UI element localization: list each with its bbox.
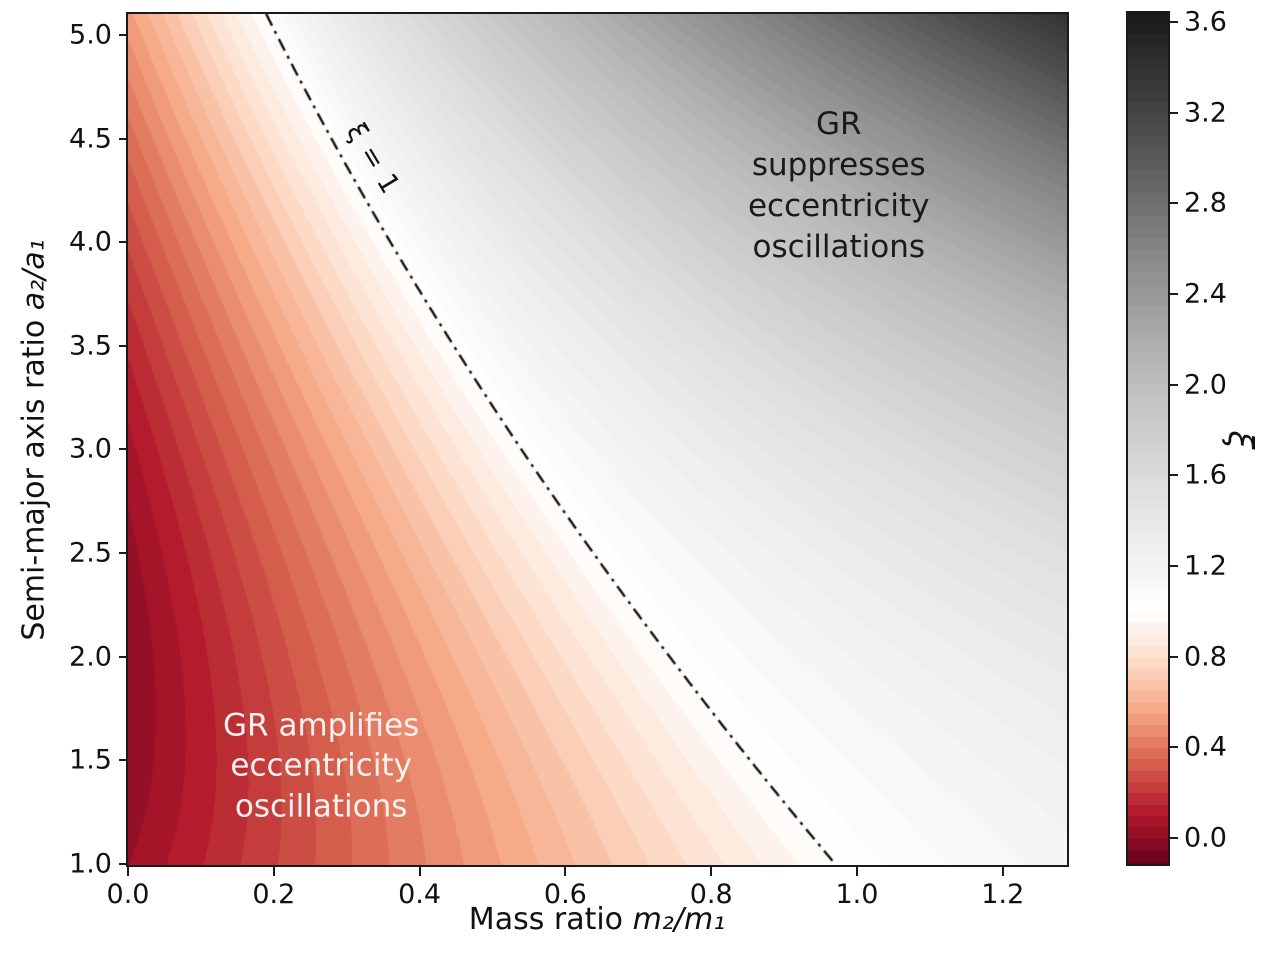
- annotation-gr-amplifies: GR amplifies eccentricity oscillations: [223, 707, 420, 826]
- colorbar-tick-label: 0.8: [1184, 641, 1227, 673]
- x-tick-label: 0.8: [689, 879, 733, 910]
- colorbar: [1126, 11, 1170, 866]
- colorbar-tick-mark: [1170, 837, 1178, 840]
- y-axis-label-text: Semi-major axis ratio: [16, 310, 52, 641]
- y-tick-mark: [119, 344, 128, 347]
- y-tick-label: 4.0: [69, 226, 112, 258]
- x-tick-mark: [272, 867, 275, 876]
- x-tick-label: 0.4: [398, 879, 442, 910]
- y-tick-mark: [119, 552, 128, 555]
- y-tick-mark: [119, 655, 128, 658]
- x-tick-label: 0.0: [106, 879, 150, 910]
- x-tick-label: 0.2: [252, 879, 296, 910]
- annotation-gr-suppresses: GR suppresses eccentricity oscillations: [747, 106, 930, 266]
- colorbar-tick-mark: [1170, 655, 1178, 658]
- colorbar-tick-label: 2.0: [1184, 369, 1227, 401]
- y-tick-label: 3.5: [69, 330, 112, 362]
- x-tick-label: 1.0: [835, 879, 879, 910]
- x-axis-label: Mass ratio m₂/m₁: [469, 902, 725, 937]
- colorbar-tick-label: 0.0: [1184, 822, 1227, 854]
- x-tick-mark: [855, 867, 858, 876]
- x-tick-mark: [710, 867, 713, 876]
- colorbar-tick-label: 1.2: [1184, 550, 1227, 582]
- colorbar-tick-label: 3.2: [1184, 97, 1227, 129]
- y-tick-label: 4.5: [69, 123, 112, 155]
- y-tick-label: 3.0: [69, 433, 112, 465]
- colorbar-tick-mark: [1170, 474, 1178, 477]
- y-tick-label: 1.5: [69, 744, 112, 776]
- y-tick-mark: [119, 241, 128, 244]
- x-tick-mark: [418, 867, 421, 876]
- colorbar-tick-label: 2.4: [1184, 278, 1227, 310]
- colorbar-tick-mark: [1170, 111, 1178, 114]
- colorbar-tick-label: 1.6: [1184, 459, 1227, 491]
- y-tick-label: 5.0: [69, 19, 112, 51]
- colorbar-gradient-canvas: [1128, 13, 1168, 864]
- colorbar-label-xi: ξ: [1220, 430, 1260, 450]
- y-axis-label: Semi-major axis ratio a₂/a₁: [17, 239, 52, 640]
- colorbar-tick-mark: [1170, 293, 1178, 296]
- colorbar-tick-mark: [1170, 383, 1178, 386]
- y-tick-mark: [119, 863, 128, 865]
- y-tick-label: 2.5: [69, 537, 112, 569]
- y-tick-label: 2.0: [69, 641, 112, 673]
- y-axis-label-math: a₂/a₁: [16, 239, 52, 311]
- colorbar-tick-mark: [1170, 746, 1178, 749]
- plot-area: GR suppresses eccentricity oscillations …: [126, 12, 1069, 867]
- x-tick-mark: [564, 867, 567, 876]
- y-tick-mark: [119, 33, 128, 36]
- colorbar-tick-mark: [1170, 202, 1178, 205]
- colorbar-tick-label: 0.4: [1184, 731, 1227, 763]
- y-tick-label: 1.0: [69, 848, 112, 880]
- y-tick-mark: [119, 137, 128, 140]
- contour-heatmap-canvas: [128, 14, 1067, 865]
- y-tick-mark: [119, 448, 128, 451]
- colorbar-tick-label: 3.6: [1184, 6, 1227, 38]
- x-tick-mark: [127, 867, 129, 876]
- x-tick-label: 1.2: [981, 879, 1025, 910]
- x-axis-label-math: m₂/m₁: [632, 902, 726, 937]
- colorbar-tick-label: 2.8: [1184, 187, 1227, 219]
- colorbar-tick-mark: [1170, 21, 1178, 24]
- x-tick-mark: [1001, 867, 1004, 876]
- colorbar-tick-mark: [1170, 565, 1178, 568]
- y-tick-mark: [119, 759, 128, 762]
- x-tick-label: 0.6: [543, 879, 587, 910]
- x-axis-label-text: Mass ratio: [468, 902, 633, 937]
